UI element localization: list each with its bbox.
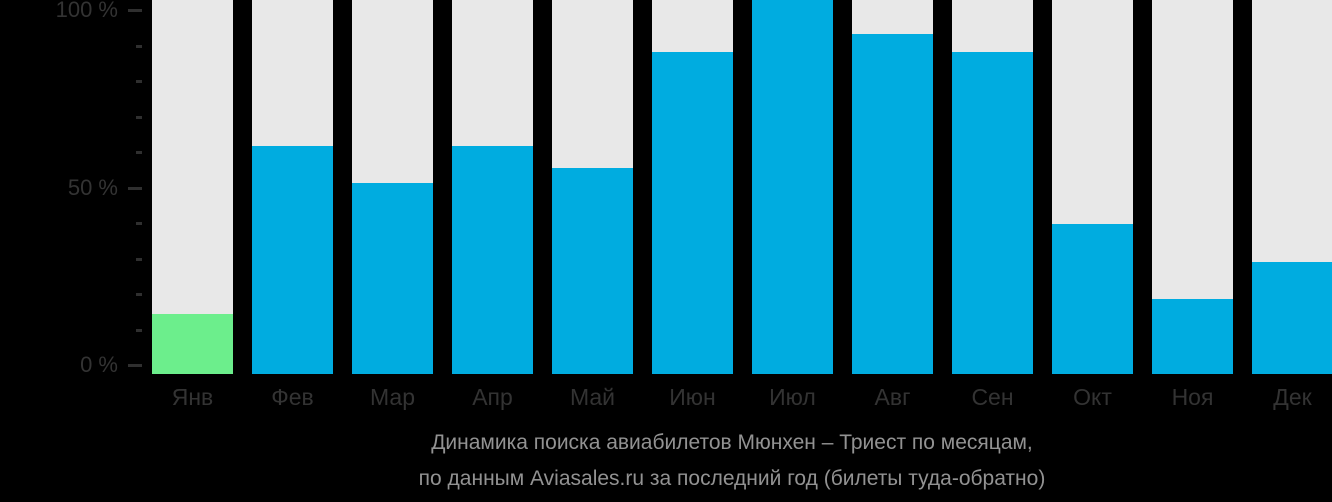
chart-column — [1152, 0, 1233, 374]
y-axis-major-tick — [128, 364, 142, 367]
chart-bar[interactable] — [852, 34, 933, 374]
chart-bar[interactable] — [652, 52, 733, 374]
x-axis-label: Мар — [369, 384, 415, 410]
chart-bar[interactable] — [152, 314, 233, 374]
chart-column — [152, 0, 233, 374]
y-axis-minor-tick — [136, 115, 142, 119]
x-axis-label: Авг — [874, 384, 911, 410]
chart-column — [1052, 0, 1133, 374]
chart-bar[interactable] — [752, 0, 833, 374]
y-axis-minor-tick — [136, 44, 142, 48]
chart-bar[interactable] — [1052, 224, 1133, 374]
chart-column — [752, 0, 833, 374]
x-axis-label: Ноя — [1171, 384, 1214, 410]
chart-column — [552, 0, 633, 374]
y-axis-major-tick — [128, 186, 142, 190]
y-axis-minor-tick — [136, 222, 142, 225]
chart-column — [1252, 0, 1332, 374]
x-axis-label: Сен — [971, 384, 1014, 410]
x-axis-label: Май — [569, 384, 616, 410]
y-axis-minor-tick — [136, 293, 142, 296]
y-axis-label: 0 % — [80, 352, 118, 377]
caption-title: Динамика поиска авиабилетов Мюнхен – Три… — [431, 431, 1033, 454]
chart-column — [252, 0, 333, 374]
chart-bar[interactable] — [552, 168, 633, 374]
chart-bar[interactable] — [252, 146, 333, 374]
chart-bar[interactable] — [1152, 299, 1233, 374]
chart-column — [952, 0, 1033, 374]
y-axis-minor-tick — [136, 80, 142, 83]
caption-subtitle: по данным Aviasales.ru за последний год … — [418, 467, 1046, 490]
x-axis-label: Июл — [769, 384, 816, 410]
chart-bar[interactable] — [1252, 262, 1332, 374]
y-axis-label: 50 % — [67, 174, 118, 200]
x-axis-label: Апр — [472, 384, 513, 410]
x-axis-label: Янв — [171, 384, 214, 410]
x-axis-label: Июн — [669, 384, 716, 410]
x-axis-label: Окт — [1073, 384, 1112, 410]
chart-bar[interactable] — [352, 183, 433, 374]
x-axis-label: Фев — [271, 384, 314, 410]
chart-column — [652, 0, 733, 374]
chart-bar[interactable] — [452, 146, 533, 374]
y-axis-label: 100 % — [55, 0, 118, 22]
y-axis-minor-tick — [136, 328, 142, 332]
y-axis-minor-tick — [136, 257, 142, 261]
chart-caption: Динамика поиска авиабилетов Мюнхен – Три… — [0, 425, 1332, 497]
chart-column — [852, 0, 933, 374]
plot-area: 100 % 50 % 0 % Янв Фев Мар Апр Май Июн Июл Авг Сен О… — [55, 0, 1332, 410]
chart-bar[interactable] — [952, 52, 1033, 374]
chart-column — [352, 0, 433, 374]
y-axis-major-tick — [128, 9, 142, 12]
x-axis-label: Дек — [1273, 384, 1312, 410]
y-axis-minor-tick — [136, 151, 142, 154]
chart-column — [452, 0, 533, 374]
